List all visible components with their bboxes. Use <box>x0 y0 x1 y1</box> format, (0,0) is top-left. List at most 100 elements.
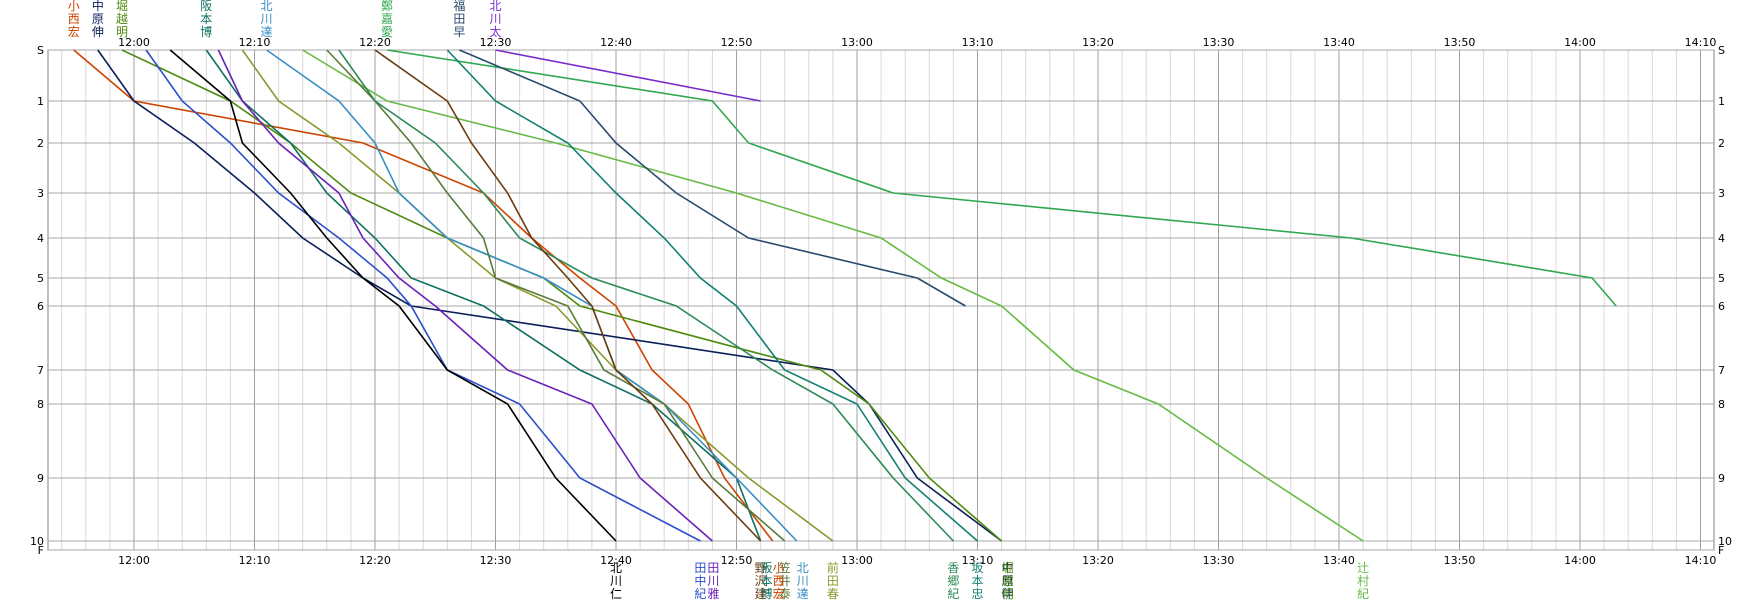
y-tick-label-right: S <box>1718 44 1725 57</box>
x-tick-label-bottom: 12:20 <box>359 554 391 567</box>
series-label-char: 田 <box>827 574 839 588</box>
series-label-bottom-extra: 中原伸 <box>1002 560 1014 601</box>
series-label-char: 北 <box>610 561 622 575</box>
x-tick-label-top: 14:00 <box>1564 36 1596 49</box>
series-label-char: 前 <box>827 560 839 575</box>
series-label-char: 太 <box>489 24 501 39</box>
series-label-char: 博 <box>761 586 773 600</box>
y-tick-label-left: 7 <box>37 364 44 377</box>
series-label-char: 忠 <box>971 587 983 600</box>
x-tick-label-bottom: 14:10 <box>1685 554 1717 567</box>
series-label-char: 小 <box>68 0 80 13</box>
y-tick-label-right: 10 <box>1718 535 1732 548</box>
x-tick-label-top: 12:00 <box>118 36 150 49</box>
y-tick-label-left: 2 <box>37 137 44 150</box>
x-tick-label-bottom: 14:00 <box>1564 554 1596 567</box>
series-label-char: 北 <box>797 561 809 575</box>
y-tick-label-right: 9 <box>1718 472 1725 485</box>
x-tick-label-bottom: 12:40 <box>600 554 632 567</box>
series-label-char: 本 <box>971 574 983 588</box>
x-tick-label-top: 12:30 <box>480 36 512 49</box>
series-label-top: 北川太 <box>489 0 501 39</box>
series-label-char: 香 <box>947 561 959 575</box>
series-label-char: 宏 <box>773 586 785 600</box>
x-tick-label-top: 13:20 <box>1082 36 1114 49</box>
series-label-bottom-extra: 堀越明 <box>1002 560 1014 601</box>
series-label-char: 明 <box>116 25 128 39</box>
series-label-char: 田 <box>453 12 465 26</box>
series-label-char: 西 <box>773 574 785 588</box>
x-tick-label-bottom: 13:00 <box>841 554 873 567</box>
x-tick-label-top: 14:10 <box>1685 36 1717 49</box>
series-label-char: 坂 <box>971 561 983 575</box>
series-label-char: 越 <box>1002 574 1014 588</box>
x-tick-label-bottom: 13:20 <box>1082 554 1114 567</box>
series-label-char: 泰 <box>779 587 791 600</box>
series-label-char: 伸 <box>1002 587 1014 600</box>
x-tick-label-top: 13:00 <box>841 36 873 49</box>
series-label-char: 村 <box>1357 574 1369 588</box>
series-label-char: 早 <box>453 25 465 39</box>
series-label-char: 原 <box>1002 574 1014 588</box>
series-line <box>326 49 786 542</box>
series-label-char: 堀 <box>116 0 128 13</box>
y-tick-label-right: 6 <box>1718 300 1725 313</box>
series-label-top: 堀越明 <box>116 0 128 39</box>
series-line <box>302 49 1364 542</box>
series-label-char: 越 <box>116 12 128 26</box>
series-line <box>266 49 798 542</box>
series-label-char: 川 <box>489 12 501 26</box>
series-label-char: 田 <box>694 561 706 575</box>
series-label-char: 達 <box>261 25 273 39</box>
y-tick-label-left: 1 <box>37 95 44 108</box>
series-label-char: 本 <box>200 12 212 26</box>
series-label-top: 福田早 <box>453 0 465 39</box>
series-label-char: 紀 <box>947 587 959 600</box>
series-label-char: 鄭 <box>381 0 393 13</box>
y-tick-label-left: 8 <box>37 398 44 411</box>
series-label-char: 紀 <box>694 587 706 600</box>
y-tick-label-left: 3 <box>37 187 44 200</box>
y-tick-label-left: 6 <box>37 300 44 313</box>
series-label-char: 川 <box>610 574 622 588</box>
series-label-bottom: 辻村紀 <box>1357 561 1369 601</box>
series-label-char: 野 <box>755 561 767 575</box>
series-label-char: 原 <box>92 12 104 26</box>
series-label-char: 阪 <box>200 0 212 13</box>
series-label-char: 中 <box>92 0 104 13</box>
series-label-char: 建 <box>755 587 767 600</box>
series-label-char: 沢 <box>755 574 767 588</box>
series-line <box>374 49 762 542</box>
y-tick-label-right: 8 <box>1718 398 1725 411</box>
series-label-char: 辻 <box>1357 561 1369 575</box>
x-tick-label-top: 13:30 <box>1203 36 1235 49</box>
series-label-bottom: 田川雅 <box>707 561 719 601</box>
series-label-char: 川 <box>261 12 273 26</box>
series-label-top: 阪本博 <box>200 0 212 39</box>
series-label-char: 田 <box>707 561 719 575</box>
series-label-bottom: 田中紀 <box>694 561 706 601</box>
series-line <box>145 49 701 542</box>
series-label-char: 小 <box>773 561 785 575</box>
series-label-top: 小西宏 <box>68 0 80 39</box>
series-label-bottom: 北川仁 <box>610 561 622 601</box>
series-label-char: 中 <box>1002 560 1014 575</box>
series-label-char: 伸 <box>92 25 104 39</box>
x-tick-label-bottom: 13:40 <box>1323 554 1355 567</box>
x-tick-label-top: 12:40 <box>600 36 632 49</box>
x-tick-label-bottom: 13:10 <box>962 554 994 567</box>
series-label-char: 西 <box>68 12 80 26</box>
y-tick-label-right: 7 <box>1718 364 1725 377</box>
y-tick-label-left: F <box>38 544 44 557</box>
series-line <box>386 49 1617 307</box>
series-label-char: 紀 <box>1357 587 1369 600</box>
series-label-char: 宏 <box>68 24 80 39</box>
series-label-char: 北 <box>261 0 273 13</box>
series-label-char: 本 <box>761 574 773 588</box>
x-tick-label-bottom: 12:10 <box>239 554 271 567</box>
series-label-char: 笠 <box>779 560 791 575</box>
y-tick-label-left: 10 <box>30 535 44 548</box>
y-tick-label-right: 5 <box>1718 272 1725 285</box>
series-line <box>217 49 713 542</box>
